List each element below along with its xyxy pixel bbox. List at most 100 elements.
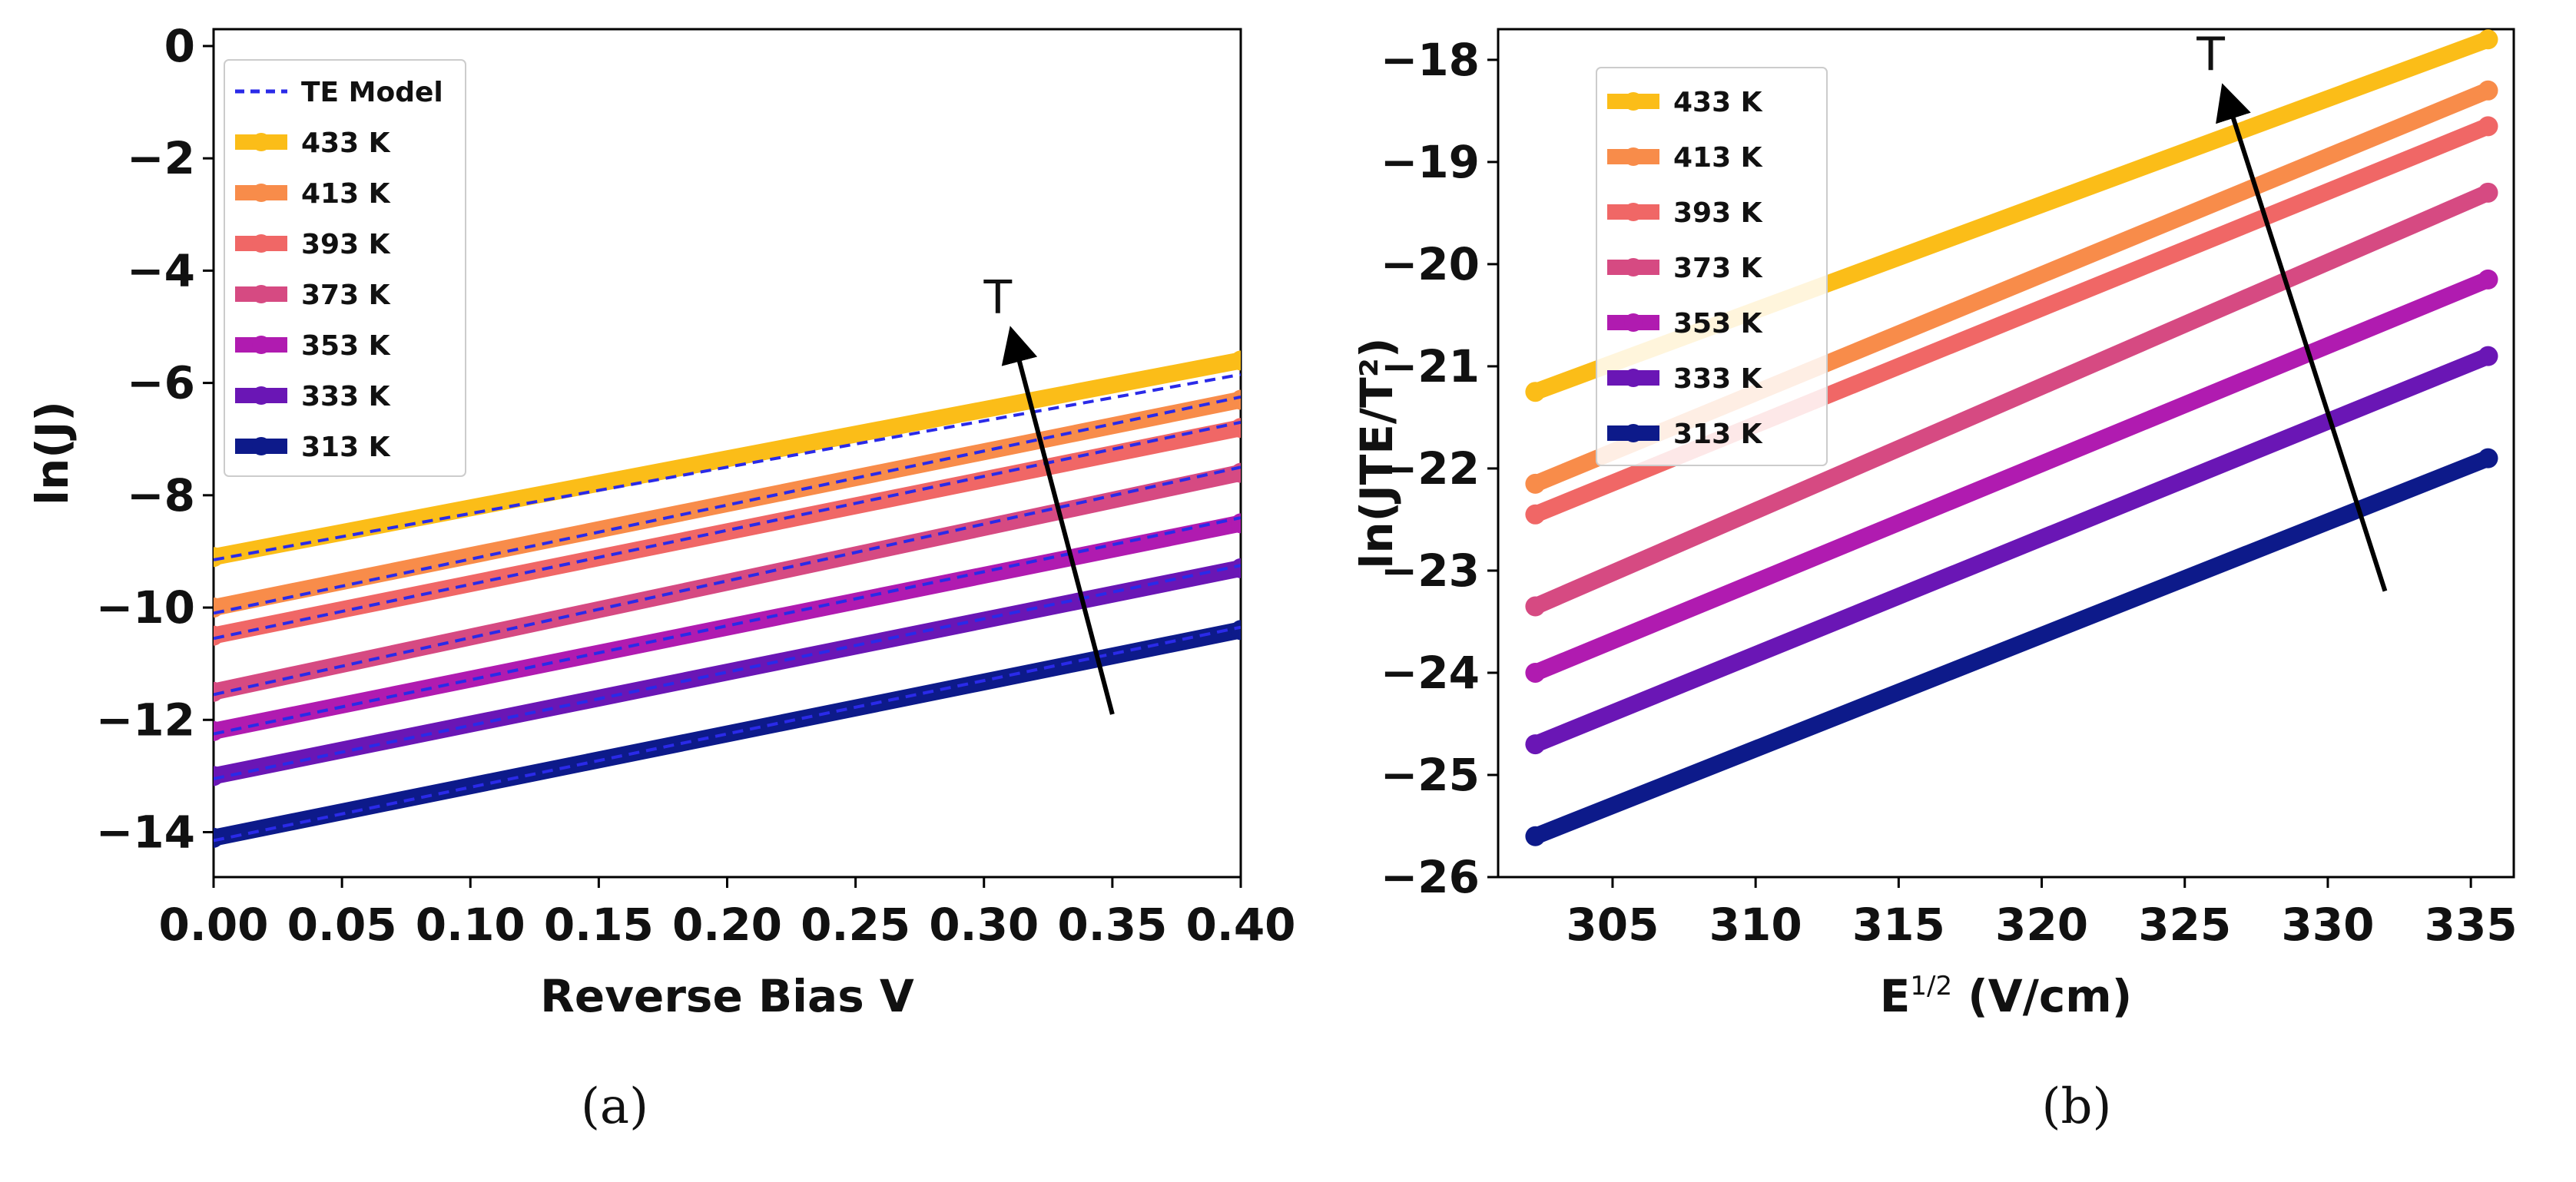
legend-marker — [1624, 313, 1643, 332]
legend-label: 373 K — [301, 280, 391, 311]
y-tick-label: −22 — [1381, 442, 1480, 495]
series-point-393k — [1525, 504, 1546, 525]
series-line-313k — [1532, 450, 2491, 845]
legend-box — [224, 59, 466, 477]
series-line-373k — [1532, 184, 2491, 614]
series-point-313k — [1525, 826, 1546, 846]
legend-marker — [252, 336, 270, 354]
y-tick-label: −24 — [1381, 647, 1480, 699]
y-tick-label: −25 — [1381, 749, 1480, 801]
series-point-353k — [1231, 513, 1241, 534]
x-axis-label-main: E — [1880, 970, 1911, 1022]
y-tick-label: −21 — [1381, 340, 1480, 392]
series-point-333k — [2478, 346, 2498, 366]
x-tick-label: 0.25 — [801, 899, 910, 951]
x-tick-label: 0.10 — [416, 899, 525, 951]
series-point-373k — [2478, 182, 2498, 203]
y-tick-label: 0 — [164, 20, 195, 72]
legend-box — [1596, 67, 1828, 466]
legend-model-label: TE Model — [301, 77, 443, 108]
series-line-393k — [214, 419, 1241, 644]
x-tick-label: 330 — [2281, 899, 2374, 951]
legend-marker — [252, 133, 270, 151]
model-line-393k — [214, 420, 1241, 641]
series-point-433k — [1231, 350, 1241, 371]
legend-marker — [1624, 147, 1643, 166]
legend-marker — [252, 234, 270, 253]
series-point-413k — [1231, 389, 1241, 410]
series-point-393k — [1231, 418, 1241, 439]
legend-label: 333 K — [1673, 363, 1763, 395]
series-point-353k — [214, 720, 224, 741]
series-point-333k — [1231, 558, 1241, 578]
y-tick-label: −26 — [1381, 851, 1480, 903]
model-line-333k — [214, 564, 1241, 781]
legend-marker — [1624, 203, 1643, 221]
panel-label-a: (a) — [581, 1078, 648, 1135]
series-point-433k — [2478, 29, 2498, 50]
series-point-313k — [214, 827, 224, 848]
series-point-433k — [214, 547, 224, 568]
series-point-373k — [1525, 596, 1546, 617]
y-tick-label: −20 — [1381, 238, 1480, 290]
y-tick-label: −14 — [96, 806, 195, 859]
x-axis-label: E1/2 (V/cm) — [1880, 970, 2132, 1022]
y-axis-label: ln(JTE/T²) — [1351, 337, 1403, 568]
series-line-373k — [214, 464, 1241, 700]
x-tick-label: 335 — [2425, 899, 2518, 951]
legend-label: 313 K — [1673, 419, 1763, 450]
panel-b: 305 310 315 320 325 330 335 −18 −19 −20 −21 −22 −23 −… — [1351, 28, 2518, 1135]
legend-label: 333 K — [301, 381, 391, 412]
x-tick-label: 0.40 — [1185, 899, 1295, 951]
series-point-353k — [1525, 662, 1546, 683]
x-tick-label: 310 — [1709, 899, 1802, 951]
y-tick-label: −12 — [96, 694, 195, 746]
x-tick-label: 0.00 — [158, 899, 268, 951]
series-point-353k — [2478, 269, 2498, 290]
series-line-313k — [214, 621, 1241, 846]
x-tick-label: 305 — [1566, 899, 1659, 951]
y-tick-label: −8 — [127, 469, 195, 521]
y-tick-label: −6 — [127, 357, 195, 409]
x-tick-label: 0.35 — [1057, 899, 1167, 951]
panel-a: 0.00 0.05 0.10 0.15 0.20 0.25 0.30 0.35 0.40 0 −2 −… — [26, 20, 1296, 1135]
legend-label: 413 K — [1673, 142, 1763, 174]
x-axis-label: Reverse Bias V — [540, 970, 914, 1022]
legend-label: 313 K — [301, 432, 391, 463]
legend-marker — [252, 184, 270, 202]
panel-label-b: (b) — [2042, 1078, 2112, 1135]
series-point-333k — [214, 766, 224, 786]
x-tick-label: 0.20 — [672, 899, 782, 951]
y-axis-label: ln(J) — [26, 401, 78, 505]
series-point-433k — [1525, 382, 1546, 402]
temperature-arrow — [2216, 83, 2388, 592]
temperature-annotation: T — [983, 270, 1013, 324]
series-point-313k — [2478, 448, 2498, 468]
series-point-393k — [2478, 116, 2498, 137]
legend-label: 393 K — [1673, 197, 1763, 229]
legend-label: 433 K — [301, 127, 391, 159]
series-line-433k — [214, 352, 1241, 566]
legend-marker — [252, 386, 270, 405]
legend-marker — [1624, 369, 1643, 387]
x-tick-label: 0.30 — [929, 899, 1039, 951]
legend-label: 353 K — [1673, 308, 1763, 339]
y-tick-label: −10 — [96, 581, 195, 634]
model-line-313k — [214, 625, 1241, 843]
legend-marker — [1624, 424, 1643, 442]
series-point-313k — [1231, 620, 1241, 641]
legend-label: 413 K — [301, 178, 391, 210]
series-point-393k — [214, 625, 224, 646]
x-tick-label: 315 — [1852, 899, 1945, 951]
x-tick-label: 0.15 — [544, 899, 654, 951]
series-line-333k — [214, 560, 1241, 785]
x-axis-label-sup: 1/2 — [1910, 971, 1952, 1002]
legend-marker — [252, 437, 270, 455]
series-point-413k — [2478, 80, 2498, 101]
y-tick-label: −23 — [1381, 545, 1480, 597]
y-tick-label: −19 — [1381, 136, 1480, 188]
series-point-373k — [1231, 462, 1241, 483]
model-line-413k — [214, 395, 1241, 615]
x-tick-label: 0.05 — [287, 899, 397, 951]
